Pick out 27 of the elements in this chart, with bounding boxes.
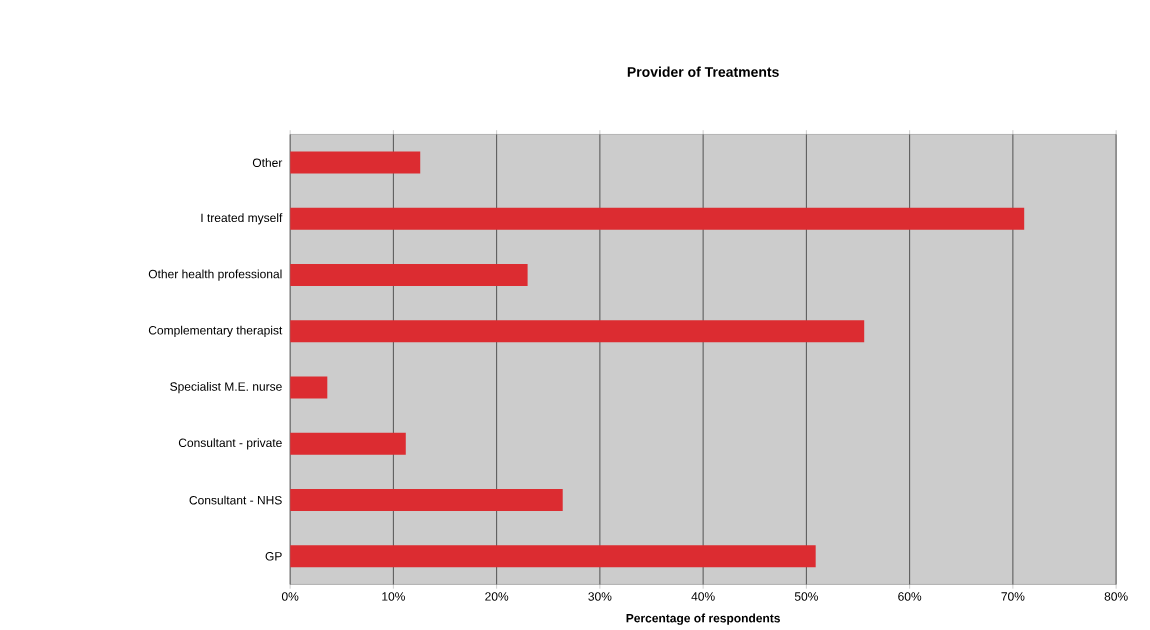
bar <box>290 376 328 399</box>
y-tick-label: I treated myself <box>201 213 283 225</box>
y-tick-label: Consultant - private <box>178 438 282 450</box>
bar <box>290 320 865 343</box>
x-tick-label: 40% <box>691 592 715 601</box>
y-tick-label: GP <box>265 552 282 561</box>
y-tick-label: Other <box>252 158 283 167</box>
x-tick-label: 0% <box>281 592 299 601</box>
x-tick-label: 50% <box>794 592 818 601</box>
x-axis-title: Percentage of respondents <box>626 613 780 625</box>
chart-title: Provider of Treatments <box>627 66 779 77</box>
x-tick-label: 20% <box>485 592 509 601</box>
x-tick-label: 80% <box>1104 592 1128 601</box>
x-tick-label: 30% <box>588 592 612 601</box>
y-tick-label: Specialist M.E. nurse <box>170 381 282 394</box>
y-tick-label: Complementary therapist <box>148 325 283 337</box>
bar <box>290 207 1025 230</box>
bar <box>290 545 816 568</box>
bar <box>290 489 563 512</box>
bar <box>290 264 528 287</box>
x-tick-label: 10% <box>382 592 405 601</box>
bar <box>290 432 406 455</box>
bar <box>290 151 421 174</box>
y-tick-label: Other health professional <box>148 269 282 281</box>
y-tick-label: Consultant - NHS <box>189 495 282 505</box>
x-tick-label: 70% <box>1001 592 1025 601</box>
x-tick-label: 60% <box>898 592 922 601</box>
